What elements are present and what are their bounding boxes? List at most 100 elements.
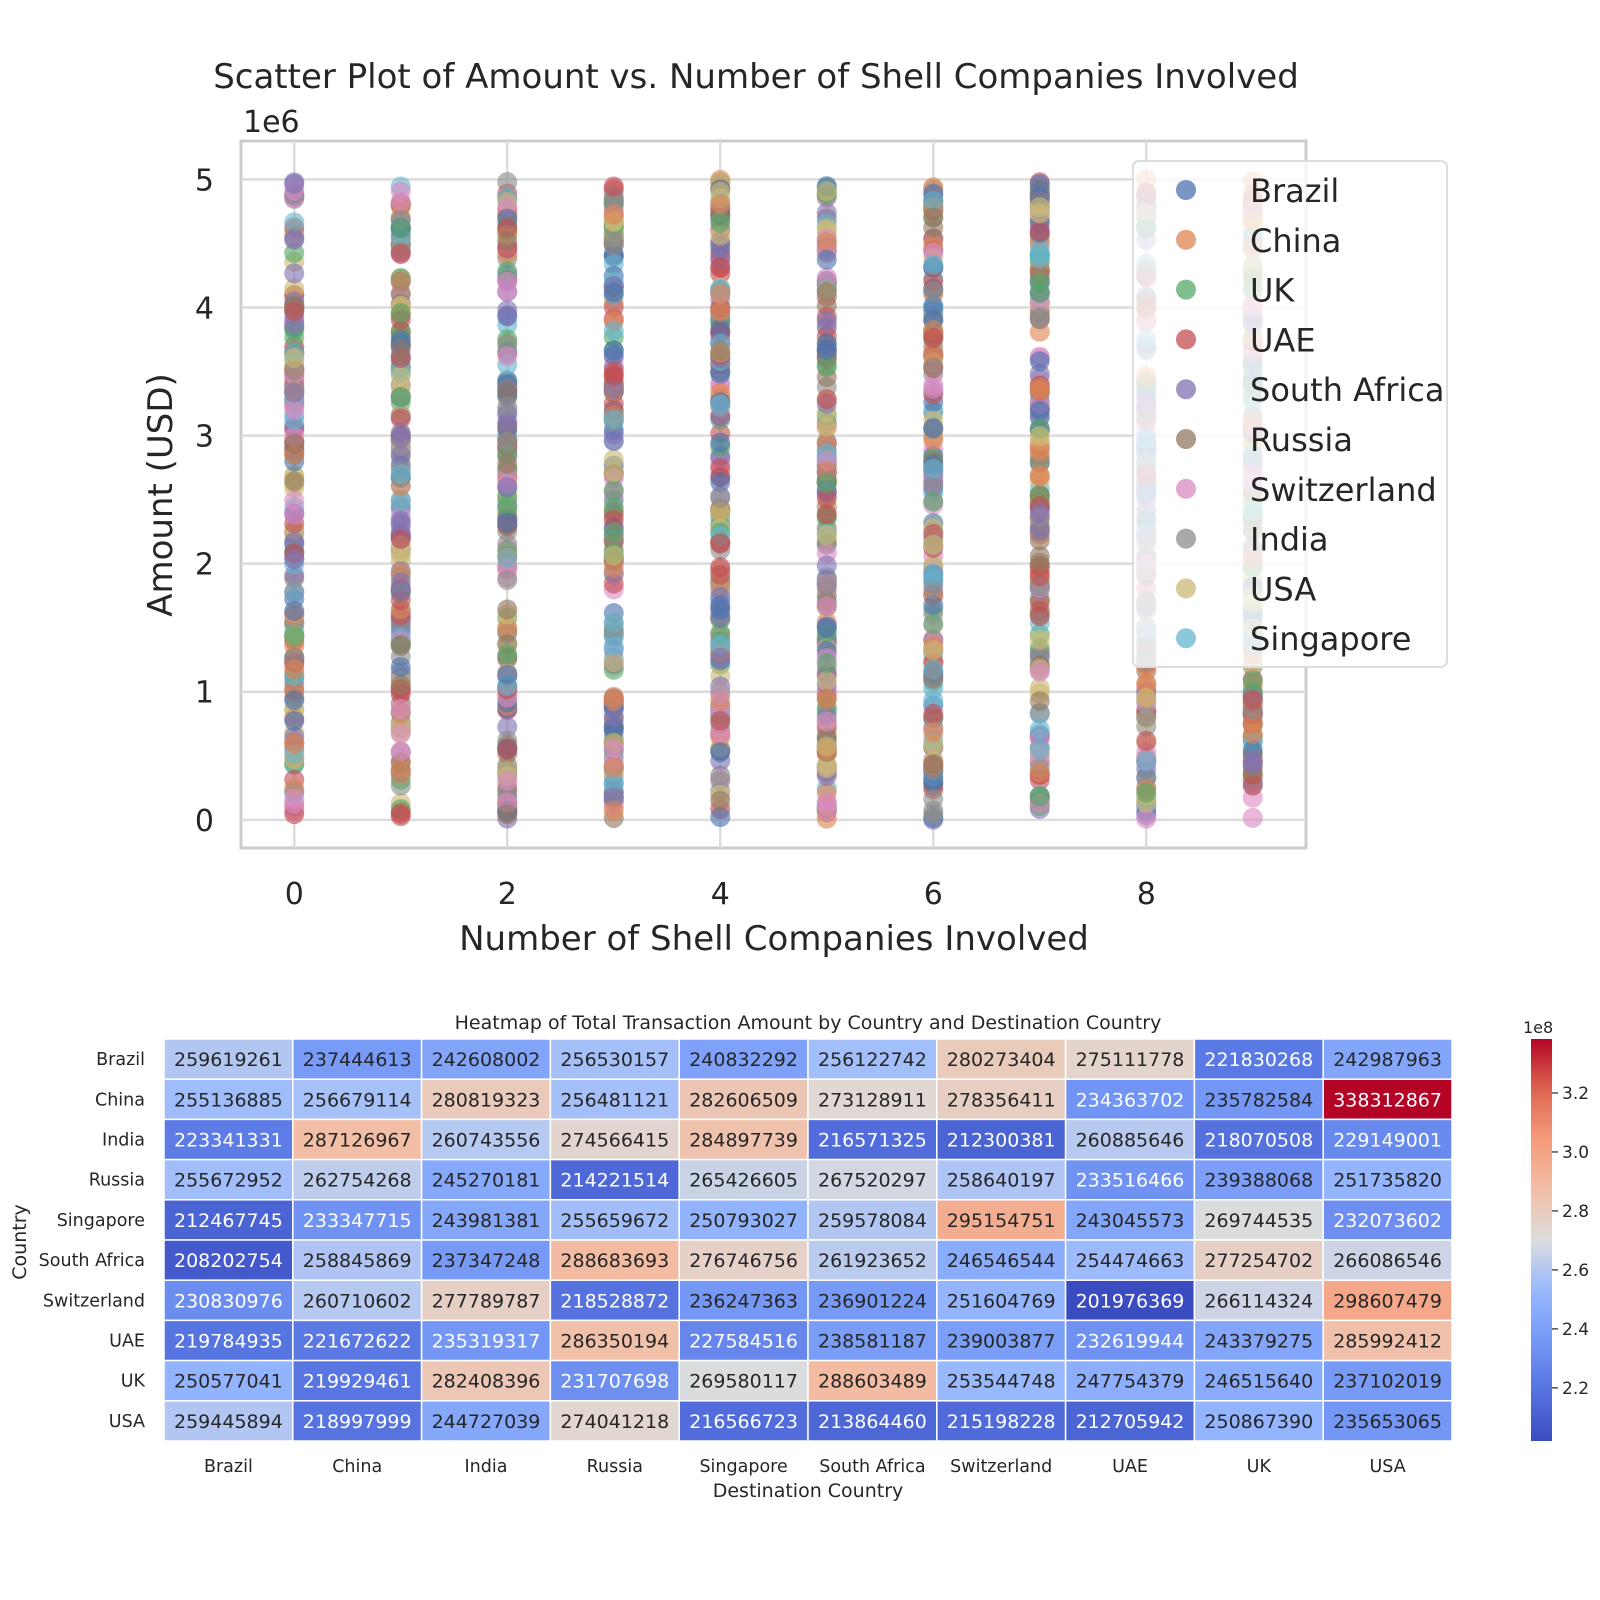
scatter-point — [816, 689, 837, 710]
heatmap-cell-label: 242608002 — [432, 1049, 541, 1071]
heatmap-cell — [292, 1199, 423, 1241]
scatter-point — [923, 640, 944, 661]
heatmap-cell-label: 218528872 — [560, 1290, 669, 1312]
scatter-point — [390, 366, 411, 387]
colorbar — [1531, 1039, 1552, 1441]
scatter-point — [1029, 400, 1050, 421]
scatter-point — [816, 416, 837, 437]
scatter-point — [497, 453, 518, 474]
legend-marker — [1176, 578, 1196, 599]
scatter-point — [284, 229, 305, 250]
y-tick-label: 5 — [195, 163, 214, 198]
scatter-point — [710, 256, 731, 277]
heatmap-cell — [1193, 1319, 1324, 1362]
scatter-point — [497, 547, 518, 568]
scatter-point — [1136, 707, 1157, 728]
row-label: South Africa — [39, 1251, 145, 1271]
heatmap-cell — [292, 1319, 423, 1362]
colorbar-tick-label: 2.6 — [1562, 1261, 1589, 1281]
heatmap-cell-label: 253544748 — [947, 1371, 1056, 1393]
heatmap-cell — [292, 1118, 423, 1161]
scatter-point — [1029, 691, 1050, 712]
scatter-point — [923, 418, 944, 439]
legend-label: UK — [1250, 272, 1295, 310]
heatmap-cell — [807, 1359, 938, 1402]
scatter-point — [923, 343, 944, 364]
scatter-point — [1242, 807, 1263, 828]
scatter-point — [1136, 750, 1157, 771]
heatmap-cell-label: 282408396 — [432, 1371, 541, 1393]
heatmap-cell — [678, 1400, 809, 1442]
y-tick-label: 3 — [195, 420, 214, 455]
scatter-point — [497, 664, 518, 685]
legend-box — [1132, 160, 1448, 668]
heatmap-cell — [936, 1319, 1067, 1362]
scatter-point — [603, 282, 624, 303]
row-label: Russia — [89, 1171, 145, 1191]
heatmap-cell — [936, 1239, 1067, 1281]
heatmap-cell — [678, 1239, 809, 1281]
heatmap-cell — [1322, 1279, 1453, 1322]
scatter-point — [816, 575, 837, 596]
heatmap-cell — [936, 1400, 1067, 1442]
scatter-point — [1029, 466, 1050, 487]
scatter-point — [390, 675, 411, 696]
scatter-point — [1242, 775, 1263, 796]
heatmap-cell-label: 260743556 — [432, 1130, 541, 1152]
heatmap-cell — [936, 1279, 1067, 1322]
scatter-point — [284, 301, 305, 322]
heatmap-cell-label: 235782584 — [1204, 1089, 1313, 1111]
scatter-point — [284, 382, 305, 403]
scatter-point — [1136, 730, 1157, 751]
y-tick-label: 4 — [195, 292, 214, 327]
scatter-point — [284, 400, 305, 421]
scatter-point — [923, 295, 944, 316]
scatter-point — [923, 534, 944, 555]
heatmap-cell — [1193, 1359, 1324, 1402]
heatmap-cell-label: 259578084 — [818, 1210, 927, 1232]
scatter-point — [284, 690, 305, 711]
heatmap-cell-label: 247754379 — [1076, 1371, 1185, 1393]
legend-label: Brazil — [1250, 172, 1339, 210]
scatter-point — [390, 759, 411, 780]
heatmap-cell — [549, 1400, 680, 1442]
colorbar-ticks: 2.2 2.4 2.6 2.8 3.0 3.2 — [1552, 1084, 1589, 1399]
heatmap-cell-label: 250867390 — [1204, 1411, 1313, 1433]
scatter-point — [816, 473, 837, 494]
heatmap-cell — [678, 1158, 809, 1201]
heatmap-cell-label: 260885646 — [1076, 1130, 1185, 1152]
scatter-point — [710, 212, 731, 233]
scatter-point — [390, 803, 411, 824]
heatmap-cell-label: 218997999 — [303, 1411, 412, 1433]
heatmap-title: Heatmap of Total Transaction Amount by C… — [455, 1012, 1162, 1034]
scatter-point — [923, 754, 944, 775]
heatmap-cells: 259619261 237444613 242608002 256530157 2408… — [163, 1038, 1453, 1442]
scatter-point — [603, 462, 624, 483]
y-offset-label: 1e6 — [243, 105, 300, 140]
scatter-point — [710, 595, 731, 616]
heatmap-y-axis-label: Country — [9, 1204, 31, 1279]
heatmap-cell — [1322, 1118, 1453, 1161]
colorbar-tick-label: 2.2 — [1562, 1379, 1589, 1399]
scatter-point — [390, 464, 411, 485]
column-label: UAE — [1112, 1457, 1148, 1477]
scatter-point — [603, 204, 624, 225]
heatmap-cell — [807, 1199, 938, 1241]
colorbar-offset-label: 1e8 — [1523, 1018, 1553, 1037]
column-label: Brazil — [204, 1457, 253, 1477]
scatter-point — [816, 736, 837, 757]
heatmap-cell-label: 250793027 — [689, 1210, 798, 1232]
scatter-point — [390, 528, 411, 549]
scatter-point — [816, 181, 837, 202]
heatmap-cell-label: 274566415 — [560, 1130, 669, 1152]
heatmap-cell — [1064, 1239, 1196, 1281]
y-tick-label: 2 — [195, 548, 214, 583]
heatmap-cell — [1322, 1239, 1453, 1281]
legend-label: South Africa — [1250, 371, 1444, 409]
scatter-point — [390, 580, 411, 601]
scatter-point — [497, 396, 518, 417]
heatmap-cell — [1064, 1199, 1196, 1241]
legend-marker — [1176, 229, 1196, 250]
row-label: USA — [109, 1412, 145, 1432]
scatter-point — [816, 339, 837, 360]
